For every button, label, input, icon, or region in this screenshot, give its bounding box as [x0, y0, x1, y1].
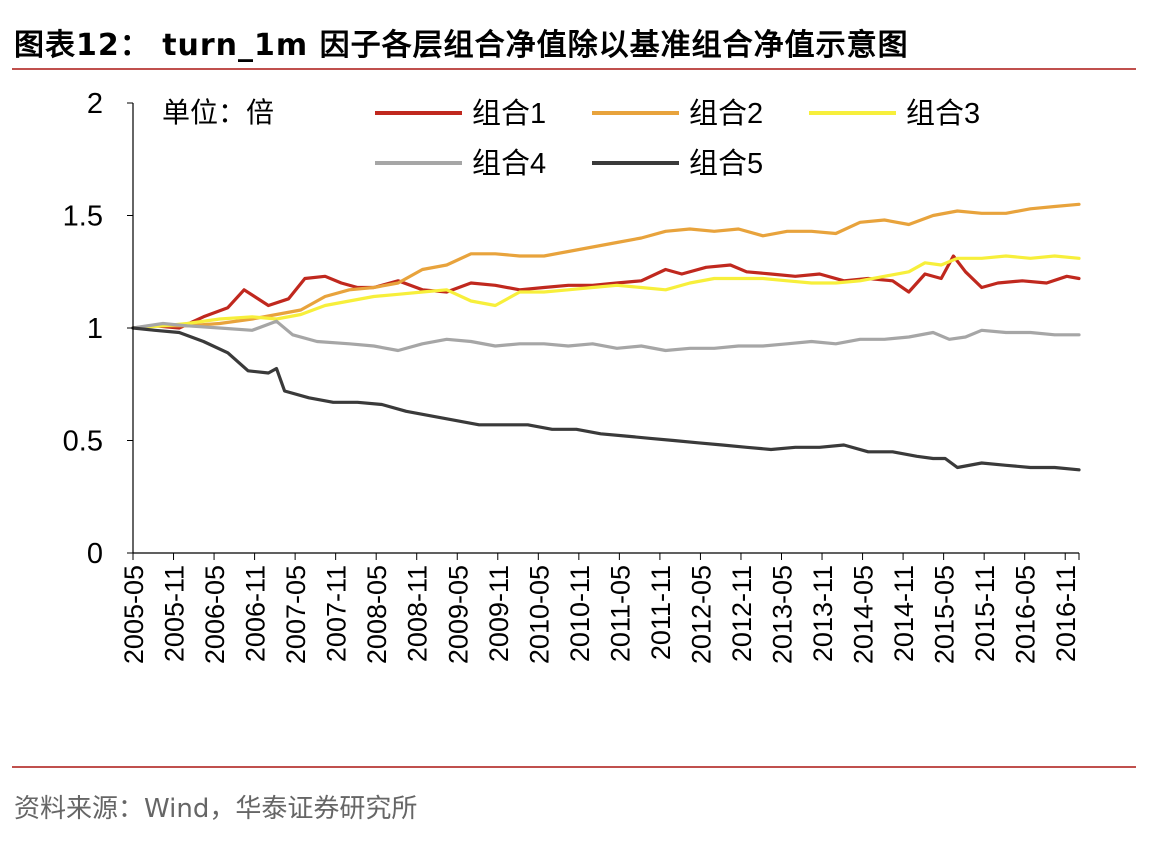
x-tick-label: 2008-05: [362, 565, 392, 664]
line-chart: 0 0.5 1 1.5 2 2005-05 2005-11 2006-05 2006-11 200…: [63, 88, 1082, 664]
x-tick-label: 2011-05: [605, 565, 635, 662]
x-tick-label: 2006-05: [200, 565, 230, 664]
y-tick-label: 0.5: [63, 426, 103, 458]
x-tick-label: 2009-05: [443, 565, 473, 664]
x-tick-label: 2009-11: [484, 565, 514, 662]
axes: 0 0.5 1 1.5 2 2005-05 2005-11 2006-05 2006-11 200…: [63, 88, 1082, 664]
x-tick-label: 2007-11: [322, 565, 352, 662]
page-title: 图表12： turn_1m 因子各层组合净值除以基准组合净值示意图: [14, 28, 909, 63]
x-tick-label: 2014-11: [889, 565, 919, 662]
legend-label: 组合1: [472, 97, 546, 130]
y-tick-label: 1.5: [63, 201, 103, 233]
x-tick-label: 2014-05: [849, 565, 879, 664]
legend-label: 组合4: [472, 147, 546, 180]
x-tick-label: 2015-11: [970, 565, 1000, 662]
x-tick-label: 2016-11: [1051, 565, 1081, 662]
series-line-组合1: [131, 254, 1081, 330]
y-tick-label: 2: [87, 88, 103, 120]
x-tick-label: 2012-11: [727, 565, 757, 662]
legend-label: 组合3: [906, 97, 980, 130]
x-tick-label: 2010-05: [524, 565, 554, 664]
y-tick-label: 1: [87, 313, 103, 345]
x-tick-label: 2008-11: [403, 565, 433, 662]
series-line-组合4: [131, 319, 1081, 353]
unit-label: 单位：倍: [162, 97, 274, 128]
x-tick-label: 2010-11: [565, 565, 595, 662]
legend: 单位：倍 组合1 组合2 组合3 组合4 组合5: [162, 97, 980, 180]
footer-divider: [12, 766, 1136, 768]
source-note: 资料来源：Wind，华泰证券研究所: [14, 794, 418, 824]
x-tick-label: 2011-11: [646, 565, 676, 660]
legend-label: 组合5: [689, 147, 763, 180]
series-line-组合3: [131, 254, 1081, 330]
x-tick-label: 2012-05: [686, 565, 716, 664]
x-tick-label: 2007-05: [281, 565, 311, 664]
series-line-组合5: [131, 326, 1081, 472]
x-tick-label: 2015-05: [930, 565, 960, 664]
x-tick-label: 2006-11: [241, 565, 271, 662]
title-divider: [12, 68, 1136, 70]
y-tick-label: 0: [87, 538, 103, 570]
x-tick-label: 2005-11: [160, 565, 190, 662]
x-tick-label: 2016-05: [1011, 565, 1041, 664]
legend-label: 组合2: [689, 97, 763, 130]
series-layer: [131, 202, 1081, 472]
x-tick-label: 2005-05: [119, 565, 149, 664]
x-tick-label: 2013-05: [768, 565, 798, 664]
x-tick-label: 2013-11: [808, 565, 838, 662]
series-line-组合2: [131, 202, 1081, 330]
